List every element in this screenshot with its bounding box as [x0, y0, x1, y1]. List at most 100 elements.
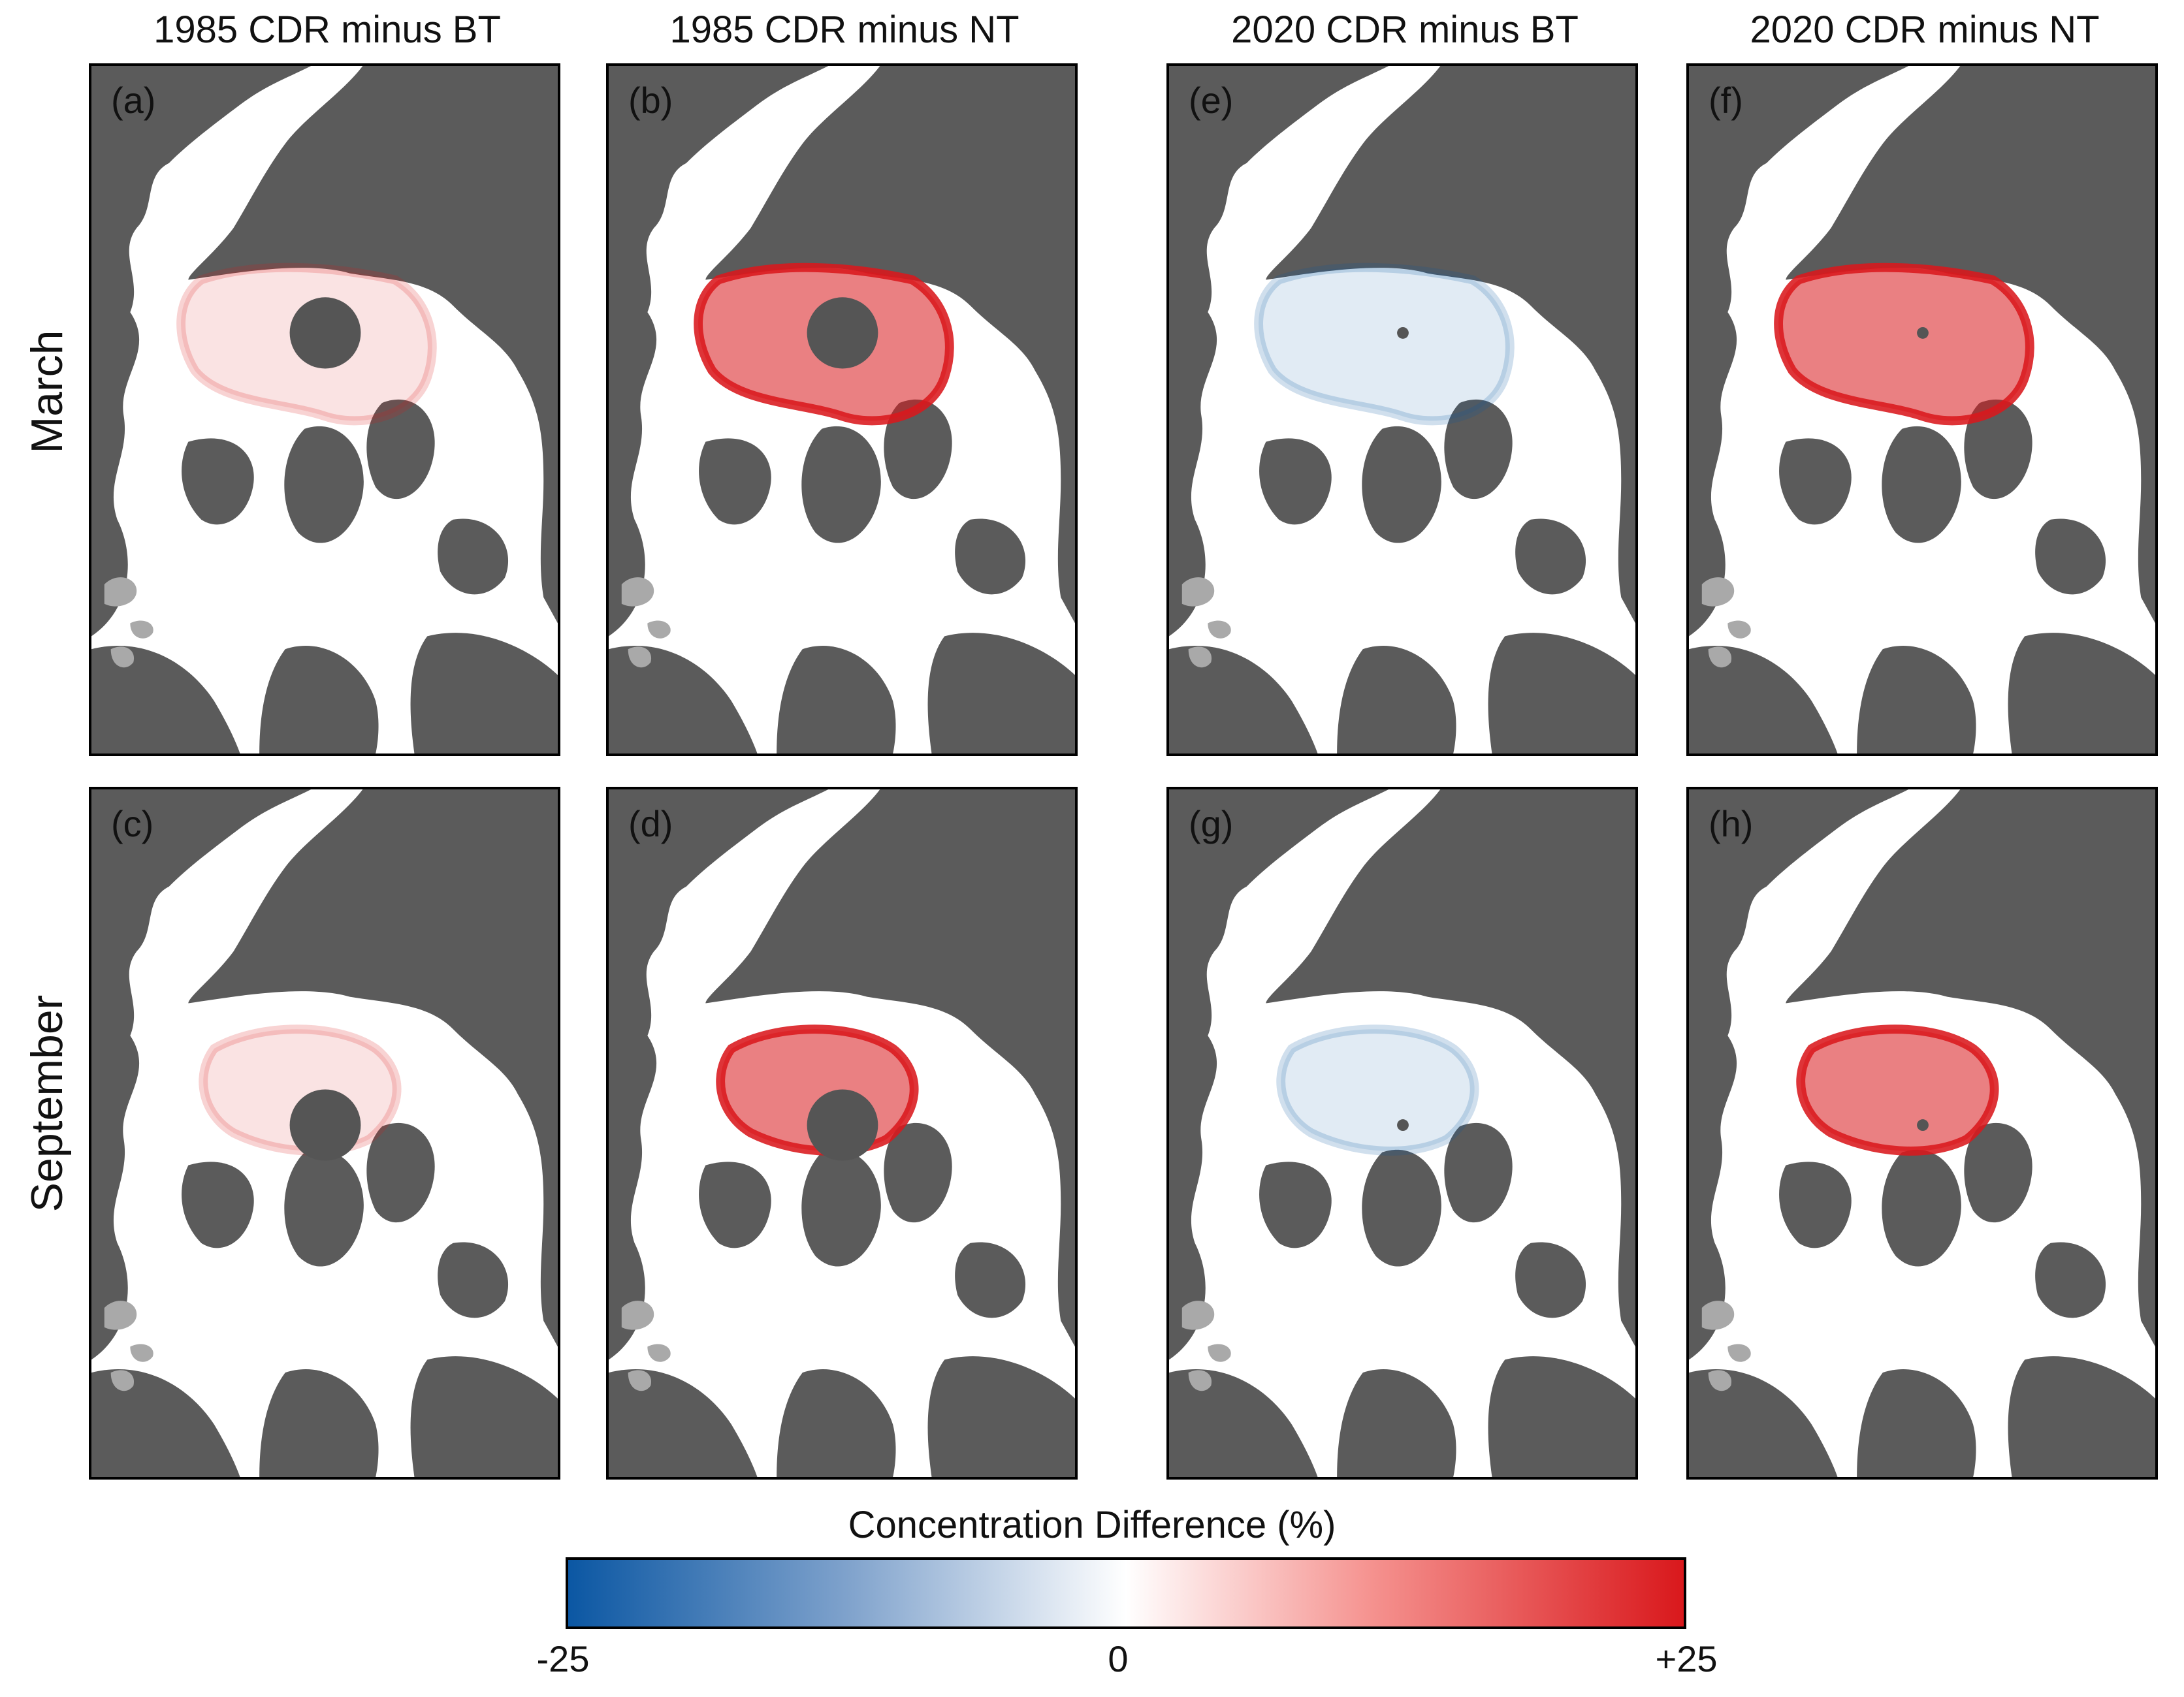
colorbar [566, 1557, 1686, 1629]
land-mass [1444, 1122, 1513, 1223]
land-mass [284, 426, 364, 543]
pole-hole [289, 1089, 361, 1161]
pole-hole [807, 1089, 878, 1161]
lake [1708, 1370, 1732, 1391]
land-mass [1857, 1369, 1976, 1477]
map-panel-e: (e) [1166, 63, 1638, 756]
land-mass [1337, 646, 1456, 753]
pole-hole [1917, 326, 1929, 339]
land-mass [1689, 1369, 1838, 1477]
lake [1727, 1344, 1751, 1362]
land-mass [91, 646, 240, 753]
land-mass [182, 438, 254, 525]
lake [647, 1344, 671, 1362]
map-svg [91, 66, 558, 753]
map-panel-h: (h) [1686, 787, 2158, 1480]
land-mass [2035, 518, 2106, 595]
lake [1181, 577, 1215, 607]
row-label-september: September [22, 994, 72, 1213]
land-mass [884, 399, 952, 500]
land-mass [927, 633, 1075, 753]
ocean-region [91, 66, 558, 753]
land-mass [1689, 646, 1838, 753]
lake [1701, 577, 1735, 607]
land-mass [1882, 1149, 1961, 1267]
column-title: 2020 CDR minus NT [1750, 8, 2100, 51]
map-panel-f: (f) [1686, 63, 2158, 756]
land-mass [1882, 426, 1961, 543]
lake [1727, 620, 1751, 639]
lake [104, 577, 137, 607]
land-mass [1488, 633, 1635, 753]
land-mass [801, 1149, 881, 1267]
lake [1708, 646, 1732, 668]
colorbar-tick-max: +25 [1655, 1638, 1718, 1679]
land-mass [955, 518, 1026, 595]
lake [1181, 1301, 1215, 1330]
land-mass [438, 518, 509, 595]
row-label-march: March [22, 330, 72, 454]
land-mass [410, 1356, 558, 1477]
land-mass [1337, 1369, 1456, 1477]
lake [130, 620, 153, 639]
column-title: 1985 CDR minus BT [153, 8, 501, 51]
concentration-difference-shading [1774, 262, 2034, 426]
land-mass [2008, 1356, 2155, 1477]
land-mass [259, 646, 379, 753]
concentration-difference-shading [1796, 1024, 1999, 1156]
panel-letter: (b) [628, 80, 673, 121]
column-title: 1985 CDR minus NT [669, 8, 1020, 51]
land-mass [182, 1162, 254, 1248]
map-panel-d: (d) [606, 787, 1078, 1480]
land-mass [927, 1356, 1075, 1477]
land-mass [1857, 646, 1976, 753]
lake [628, 1370, 652, 1391]
land-mass [1964, 1122, 2032, 1223]
land-mass [2035, 1242, 2106, 1318]
pole-hole [807, 297, 878, 369]
lake [621, 1301, 654, 1330]
land-mass [1362, 426, 1441, 543]
land-mass [1259, 1162, 1332, 1248]
land-mass [366, 1122, 435, 1223]
land-mass [1515, 518, 1586, 595]
land-mass [609, 1369, 758, 1477]
land-mass [801, 426, 881, 543]
lake [110, 1370, 135, 1391]
land-mass [410, 633, 558, 753]
map-panel-c: (c) [89, 787, 560, 1480]
land-mass [1169, 1369, 1318, 1477]
land-mass [1964, 399, 2032, 500]
panel-letter: (g) [1189, 803, 1234, 844]
lake [1701, 1301, 1735, 1330]
map-svg [609, 66, 1075, 753]
lake [628, 646, 652, 668]
map-panel-g: (g) [1166, 787, 1638, 1480]
land-mass [1488, 1356, 1635, 1477]
map-svg [1689, 66, 2155, 753]
ocean-region [1169, 66, 1635, 753]
land-mass [1444, 399, 1513, 500]
column-title: 2020 CDR minus BT [1231, 8, 1579, 51]
land-mass [1779, 1162, 1852, 1248]
land-mass [1779, 438, 1852, 525]
lake [1188, 1370, 1212, 1391]
colorbar-tick-zero: 0 [1108, 1638, 1129, 1679]
land-mass [91, 1369, 240, 1477]
map-panel-b: (b) [606, 63, 1078, 756]
map-svg [609, 789, 1075, 1477]
map-svg [1169, 66, 1635, 753]
map-svg [91, 789, 558, 1477]
panel-letter: (e) [1189, 80, 1234, 121]
panel-letter: (d) [628, 803, 673, 844]
pole-hole [1917, 1119, 1929, 1132]
lake [647, 620, 671, 639]
pole-hole [289, 297, 361, 369]
pole-hole [1397, 326, 1409, 339]
land-mass [1362, 1149, 1441, 1267]
panel-letter: (h) [1709, 803, 1754, 844]
land-mass [777, 1369, 896, 1477]
colorbar-tick-min: -25 [536, 1638, 590, 1679]
lake [621, 577, 654, 607]
panel-letter: (f) [1709, 80, 1743, 121]
